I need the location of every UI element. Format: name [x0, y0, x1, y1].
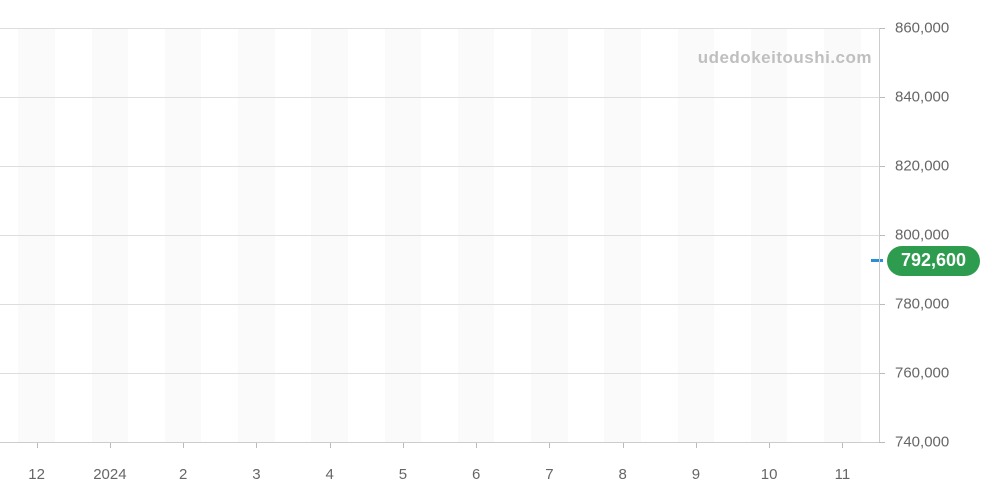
y-gridline — [0, 235, 879, 236]
x-tick-label: 12 — [28, 466, 45, 483]
x-tick-label: 2 — [179, 466, 187, 483]
plot-area — [0, 28, 879, 442]
current-price-badge: 792,600 — [871, 246, 980, 276]
y-tick-label: 800,000 — [895, 227, 949, 244]
x-tick-label: 4 — [325, 466, 333, 483]
current-price-pill: 792,600 — [887, 246, 980, 276]
y-tick-label: 740,000 — [895, 434, 949, 451]
y-tick-label: 840,000 — [895, 89, 949, 106]
x-tick-label: 9 — [692, 466, 700, 483]
y-gridline — [0, 304, 879, 305]
y-axis-line — [879, 28, 880, 442]
current-price-value: 792,600 — [901, 250, 966, 271]
x-axis-line — [0, 442, 879, 443]
y-gridline — [0, 166, 879, 167]
y-tick-label: 760,000 — [895, 365, 949, 382]
x-tick-label: 8 — [618, 466, 626, 483]
x-tick-label: 3 — [252, 466, 260, 483]
y-tick-mark — [879, 442, 885, 443]
price-connector-line — [871, 259, 883, 262]
y-tick-label: 860,000 — [895, 20, 949, 37]
y-gridline — [0, 97, 879, 98]
y-gridline — [0, 373, 879, 374]
x-tick-label: 6 — [472, 466, 480, 483]
y-tick-label: 820,000 — [895, 158, 949, 175]
x-tick-label: 7 — [545, 466, 553, 483]
x-tick-label: 10 — [761, 466, 778, 483]
x-tick-label: 2024 — [93, 466, 126, 483]
price-chart: udedokeitoushi.com 792,600 1220242345678… — [0, 0, 1000, 500]
x-tick-label: 11 — [835, 466, 851, 483]
x-tick-label: 5 — [399, 466, 407, 483]
watermark: udedokeitoushi.com — [698, 48, 872, 68]
y-gridline — [0, 28, 879, 29]
y-tick-label: 780,000 — [895, 296, 949, 313]
